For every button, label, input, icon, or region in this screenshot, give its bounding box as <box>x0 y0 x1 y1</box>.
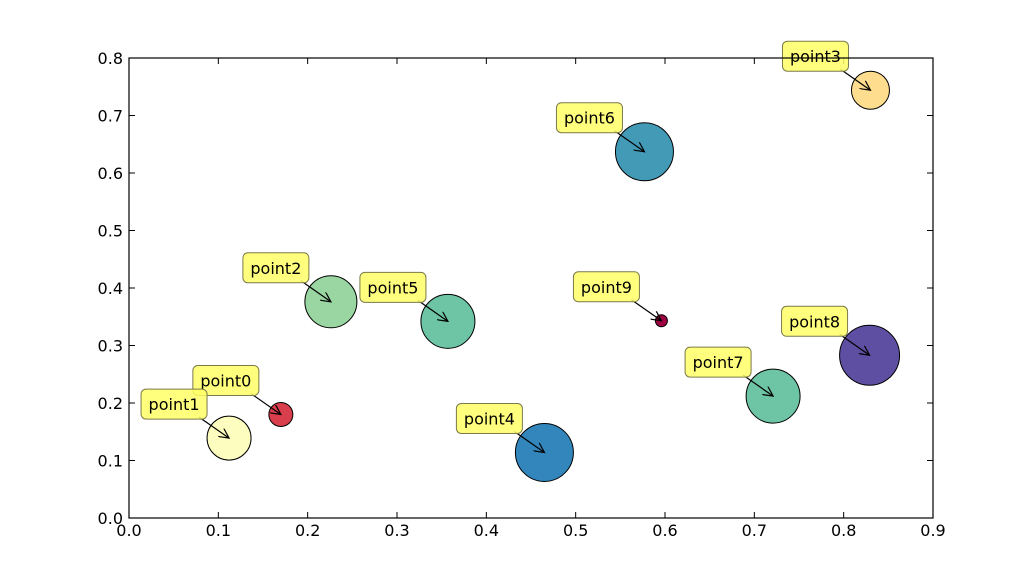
x-tick-label: 0.7 <box>742 521 767 540</box>
annotation-box <box>455 402 523 434</box>
plot-frame <box>128 57 934 519</box>
x-tick-label: 0.1 <box>206 521 231 540</box>
annotation-box <box>140 388 208 420</box>
annotation-point2: point2 <box>242 252 331 302</box>
y-tick-label: 0.0 <box>98 509 123 528</box>
annotation-label: point1 <box>149 395 200 414</box>
x-tick-label: 0.3 <box>384 521 409 540</box>
annotation-label: point0 <box>200 372 251 391</box>
annotation-point0: point0 <box>192 365 281 415</box>
annotation-box <box>781 40 849 72</box>
annotation-box <box>684 346 752 378</box>
annotation-label: point8 <box>789 312 840 331</box>
annotation-point6: point6 <box>555 102 644 152</box>
annotation-label: point2 <box>250 259 301 278</box>
annotation-box <box>192 365 260 396</box>
annotation-box <box>781 305 849 337</box>
x-tick-label: 0.0 <box>116 521 141 540</box>
x-tick-label: 0.5 <box>563 521 588 540</box>
annotation-label: point4 <box>464 409 515 428</box>
x-tick-label: 0.4 <box>474 521 499 540</box>
annotation-arrow <box>198 416 229 438</box>
y-tick-label: 0.4 <box>98 279 123 298</box>
annotation-arrow <box>514 430 544 452</box>
annotation-point7: point7 <box>684 346 773 396</box>
annotation-point9: point9 <box>572 271 661 321</box>
annotation-arrow <box>614 130 644 152</box>
annotation-arrow <box>300 280 331 302</box>
annotation-point5: point5 <box>359 271 448 321</box>
annotation-box <box>242 252 310 284</box>
axis-ticks: 0.0 0.1 0.2 0.3 0.4 0.5 0.6 0.7 0.8 0.9 0.0 0.1 0.2 0… <box>98 49 946 540</box>
x-tick-label: 0.2 <box>295 521 320 540</box>
annotation-arrow <box>839 333 870 355</box>
annotation-box <box>359 271 427 303</box>
annotation-arrow <box>840 68 870 90</box>
annotation-point3: point3 <box>781 40 870 90</box>
annotation-point1: point1 <box>140 388 229 438</box>
y-tick-label: 0.3 <box>98 337 123 356</box>
annotation-arrow <box>250 393 281 415</box>
y-tick-label: 0.1 <box>98 452 123 471</box>
annotation-box <box>555 102 623 134</box>
annotation-label: point9 <box>581 278 632 297</box>
annotation-point4: point4 <box>455 402 544 452</box>
annotation-label: point3 <box>790 47 841 66</box>
annotation-point8: point8 <box>781 305 870 355</box>
annotation-label: point5 <box>367 278 418 297</box>
y-tick-label: 0.2 <box>98 394 123 413</box>
y-tick-label: 0.7 <box>98 107 123 126</box>
x-tick-label: 0.6 <box>652 521 677 540</box>
x-tick-label: 0.9 <box>920 521 945 540</box>
y-tick-label: 0.8 <box>98 49 123 68</box>
y-tick-label: 0.6 <box>98 164 123 183</box>
annotation-arrow <box>631 299 661 321</box>
annotation-arrow <box>742 374 773 396</box>
annotation-label: point7 <box>693 353 744 372</box>
annotation-arrow <box>417 299 448 321</box>
data-points <box>206 70 901 482</box>
y-tick-label: 0.5 <box>98 222 123 241</box>
annotation-box <box>572 271 640 303</box>
annotation-label: point6 <box>564 109 615 128</box>
x-tick-label: 0.8 <box>831 521 856 540</box>
